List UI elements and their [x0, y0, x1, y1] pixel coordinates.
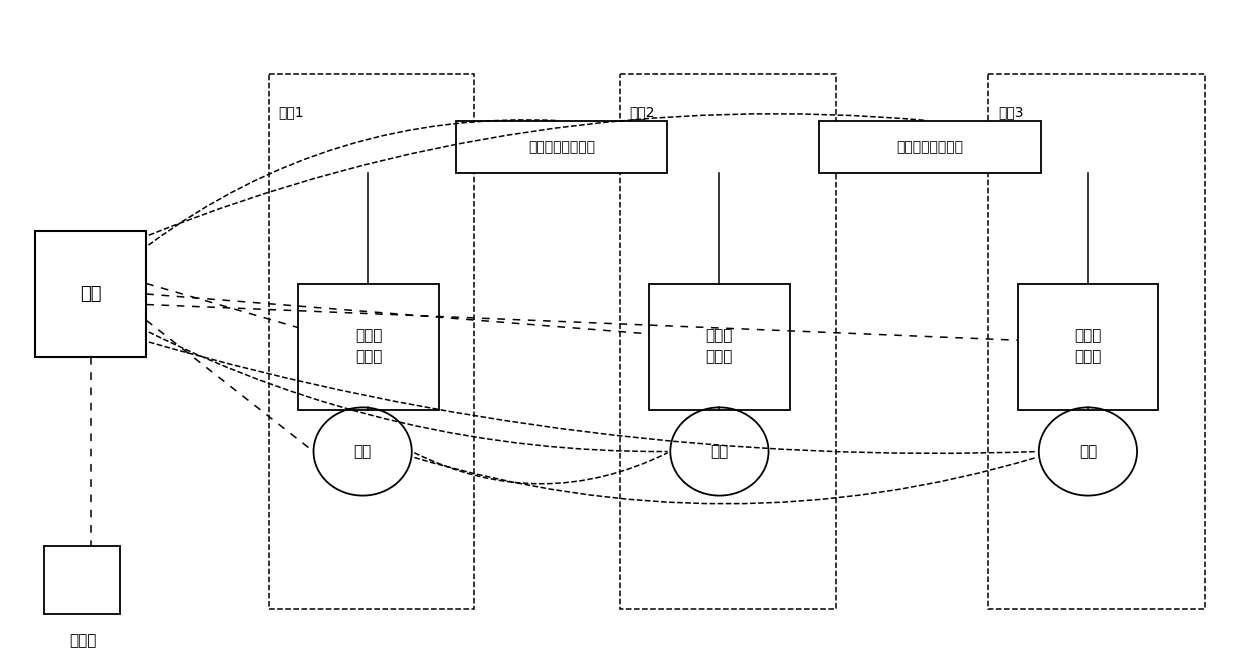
Text: 机位1: 机位1 [279, 105, 304, 119]
Bar [620, 74, 837, 609]
Bar [35, 231, 146, 357]
Text: 客户端: 客户端 [68, 633, 97, 648]
FancyArrowPatch shape [149, 120, 559, 245]
Text: 电机控
制终端: 电机控 制终端 [355, 329, 382, 365]
Bar [818, 120, 1042, 173]
FancyArrowPatch shape [414, 452, 668, 484]
Bar [1018, 283, 1158, 409]
Text: 电机: 电机 [353, 444, 372, 459]
Text: 电机控
制终端: 电机控 制终端 [706, 329, 733, 365]
FancyArrowPatch shape [149, 114, 928, 235]
Bar [45, 546, 120, 615]
Text: 电机: 电机 [711, 444, 729, 459]
Bar [650, 283, 790, 409]
Text: 三轴陌螺仪传感器: 三轴陌螺仪传感器 [897, 140, 963, 154]
Text: 机位2: 机位2 [630, 105, 655, 119]
FancyArrowPatch shape [149, 332, 667, 452]
Bar [269, 74, 474, 609]
Text: 机位3: 机位3 [998, 105, 1023, 119]
Text: 电机控
制终端: 电机控 制终端 [1074, 329, 1101, 365]
FancyArrowPatch shape [414, 458, 1037, 504]
Text: 三轴陌螺仪传感器: 三轴陌螺仪传感器 [528, 140, 595, 154]
Bar [988, 74, 1205, 609]
FancyArrowPatch shape [149, 342, 1035, 453]
Text: 主机: 主机 [79, 285, 102, 303]
Bar [456, 120, 667, 173]
Bar [299, 283, 439, 409]
Text: 电机: 电机 [1079, 444, 1097, 459]
